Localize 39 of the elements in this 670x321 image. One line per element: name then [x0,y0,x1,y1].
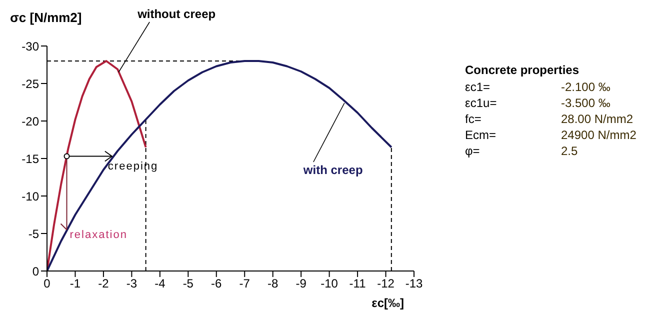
x-tick-label: -4 [154,276,166,291]
y-tick-label: -5 [28,226,40,241]
y-tick-label: -15 [22,152,40,166]
annotation: creeping [108,160,158,172]
text: εc1= [465,80,492,96]
text: εc1u= [465,96,498,112]
text: φ= [465,144,481,160]
y-tick-label: -20 [22,114,40,128]
text: 2.5 [561,144,578,160]
text: fc= [465,112,482,128]
x-tick-label: -7 [239,276,250,291]
line-series [47,60,392,271]
x-tick-label: -1 [70,276,81,291]
x-tick-label: -9 [296,276,307,291]
y-tick-label: 0 [32,264,40,278]
x-tick-label: -11 [349,276,366,291]
text: -2.100 ‰ [561,80,610,96]
x-tick-label: -5 [182,276,194,291]
y-axis-title: σc [N/mm2] [10,10,82,25]
annotation: relaxation [70,228,128,241]
text: Ecm= [465,128,498,144]
text: without creep [136,7,216,21]
x-axis-title: εc[‰] [372,296,404,310]
x-tick-label: -10 [320,276,338,291]
x-tick-label: -6 [211,276,222,291]
y-tick-label: -30 [22,39,40,54]
text: 24900 N/mm2 [561,128,636,144]
y-tick-label: -25 [22,76,40,91]
x-tick-label: -13 [405,276,423,291]
x-tick-label: -3 [126,276,138,291]
text: -3.500 ‰ [561,96,610,112]
x-tick-label: -12 [377,276,395,291]
y-tick-label: -10 [22,189,40,204]
text: 28.00 N/mm2 [561,112,634,128]
text: Concrete properties [465,63,580,77]
x-tick-label: -8 [268,276,279,291]
text: with creep [302,163,363,177]
x-tick-label: 0 [44,276,51,291]
x-tick-label: -2 [98,276,110,291]
